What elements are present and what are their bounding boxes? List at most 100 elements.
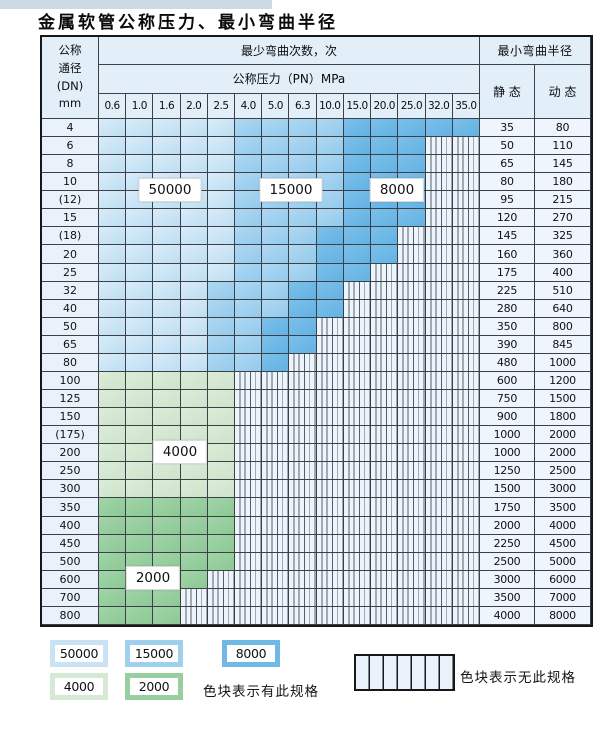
no-spec-hatch-cell bbox=[343, 408, 372, 427]
dynamic-radius-cell: 845 bbox=[534, 335, 591, 354]
dn-cell: 450 bbox=[42, 534, 99, 553]
zone-cell-2000 bbox=[153, 498, 181, 517]
no-spec-hatch-cell bbox=[452, 281, 480, 300]
zone-cell-15000 bbox=[316, 137, 344, 156]
static-radius-cell: 900 bbox=[479, 408, 535, 427]
dynamic-radius-cell: 145 bbox=[534, 155, 591, 174]
static-radius-cell: 80 bbox=[479, 173, 535, 192]
dynamic-radius-cell: 1500 bbox=[534, 390, 591, 409]
no-spec-hatch-cell bbox=[343, 353, 372, 372]
zone-cell-4000 bbox=[153, 408, 181, 427]
no-spec-hatch-cell bbox=[425, 263, 453, 282]
no-spec-hatch-cell bbox=[425, 137, 453, 156]
pressure-col-header: 2.0 bbox=[180, 94, 208, 119]
no-spec-hatch-cell bbox=[425, 371, 453, 391]
zone-cell-50000 bbox=[180, 317, 208, 336]
zone-cell-2000 bbox=[99, 588, 127, 607]
zone-cell-50000 bbox=[180, 119, 208, 138]
dynamic-radius-cell: 640 bbox=[534, 299, 591, 318]
zone-cell-15000 bbox=[207, 353, 236, 372]
dynamic-radius-cell: 400 bbox=[534, 263, 591, 282]
zone-cell-50000 bbox=[153, 335, 181, 354]
zone-cell-15000 bbox=[262, 119, 290, 138]
no-spec-hatch-cell bbox=[452, 570, 480, 589]
zone-cell-8000 bbox=[289, 281, 317, 300]
no-spec-hatch-cell bbox=[452, 353, 480, 372]
zone-cell-2000 bbox=[207, 552, 236, 571]
no-spec-hatch-cell bbox=[235, 444, 263, 463]
no-spec-hatch-cell bbox=[343, 281, 372, 300]
zone-cell-2000 bbox=[99, 570, 127, 589]
zone-cell-15000 bbox=[235, 191, 263, 210]
dn-column-header: 公称 通径 (DN) mm bbox=[42, 37, 99, 119]
static-radius-cell: 50 bbox=[479, 137, 535, 156]
dn-cell: (175) bbox=[42, 426, 99, 445]
zone-cell-50000 bbox=[99, 155, 127, 174]
zone-cell-50000 bbox=[180, 227, 208, 246]
zone-cell-8000 bbox=[289, 317, 317, 336]
bend-radius-header: 最小弯曲半径 bbox=[479, 37, 591, 65]
zone-cell-50000 bbox=[207, 245, 236, 264]
no-spec-hatch-cell bbox=[316, 588, 344, 607]
zone-cell-2000 bbox=[126, 606, 154, 625]
no-spec-hatch-cell bbox=[235, 390, 263, 409]
dynamic-radius-cell: 2000 bbox=[534, 444, 591, 463]
zone-cell-15000 bbox=[235, 281, 263, 300]
dynamic-radius-cell: 2500 bbox=[534, 462, 591, 481]
pressure-col-header: 4.0 bbox=[235, 94, 263, 119]
static-radius-cell: 750 bbox=[479, 390, 535, 409]
zone-cell-50000 bbox=[153, 299, 181, 318]
no-spec-hatch-cell bbox=[343, 588, 372, 607]
no-spec-hatch-cell bbox=[316, 353, 344, 372]
static-radius-cell: 1000 bbox=[479, 426, 535, 445]
zone-cell-4000 bbox=[207, 480, 236, 499]
no-spec-hatch-cell bbox=[343, 480, 372, 499]
no-spec-hatch-cell bbox=[262, 534, 290, 553]
zone-cell-50000 bbox=[180, 155, 208, 174]
no-spec-hatch-cell bbox=[289, 552, 317, 571]
no-spec-hatch-cell bbox=[425, 155, 453, 174]
no-spec-hatch-cell bbox=[425, 353, 453, 372]
no-spec-hatch-cell bbox=[452, 137, 480, 156]
zone-cell-4000 bbox=[99, 426, 127, 445]
zone-cell-8000 bbox=[289, 299, 317, 318]
dn-header-line: 通径 bbox=[58, 60, 82, 75]
no-spec-hatch-cell bbox=[316, 498, 344, 517]
no-spec-hatch-cell bbox=[207, 570, 236, 589]
zone-cell-50000 bbox=[126, 317, 154, 336]
dn-cell: 32 bbox=[42, 281, 99, 300]
zone-cell-15000 bbox=[289, 155, 317, 174]
no-spec-hatch-cell bbox=[398, 606, 426, 625]
zone-cell-50000 bbox=[207, 119, 236, 138]
static-radius-cell: 35 bbox=[479, 119, 535, 138]
dynamic-radius-cell: 4500 bbox=[534, 534, 591, 553]
dynamic-radius-cell: 2000 bbox=[534, 426, 591, 445]
zone-cell-15000 bbox=[207, 299, 236, 318]
no-spec-hatch-cell bbox=[398, 335, 426, 354]
zone-cell-15000 bbox=[262, 227, 290, 246]
no-spec-hatch-cell bbox=[371, 534, 399, 553]
no-spec-hatch-cell bbox=[343, 462, 372, 481]
dn-header-line: mm bbox=[58, 96, 82, 111]
pressure-col-header: 25.0 bbox=[398, 94, 426, 119]
zone-cell-8000 bbox=[343, 119, 372, 138]
no-spec-hatch-cell bbox=[425, 534, 453, 553]
zone-cell-8000 bbox=[371, 155, 399, 174]
no-spec-hatch-cell bbox=[398, 281, 426, 300]
zone-cell-4000 bbox=[126, 408, 154, 427]
dn-cell: 800 bbox=[42, 606, 99, 625]
zone-cell-50000 bbox=[126, 209, 154, 228]
zone-cell-50000 bbox=[99, 119, 127, 138]
zone-cell-15000 bbox=[207, 335, 236, 354]
no-spec-hatch-cell bbox=[425, 516, 453, 535]
no-spec-hatch-cell bbox=[262, 570, 290, 589]
pressure-col-header: 6.3 bbox=[289, 94, 317, 119]
no-spec-hatch-cell bbox=[343, 498, 372, 517]
no-spec-hatch-cell bbox=[398, 353, 426, 372]
no-spec-hatch-cell bbox=[262, 516, 290, 535]
dn-cell: 700 bbox=[42, 588, 99, 607]
no-spec-hatch-cell bbox=[398, 570, 426, 589]
zone-cell-2000 bbox=[126, 588, 154, 607]
zone-cell-2000 bbox=[153, 606, 181, 625]
no-spec-hatch-cell bbox=[452, 173, 480, 192]
